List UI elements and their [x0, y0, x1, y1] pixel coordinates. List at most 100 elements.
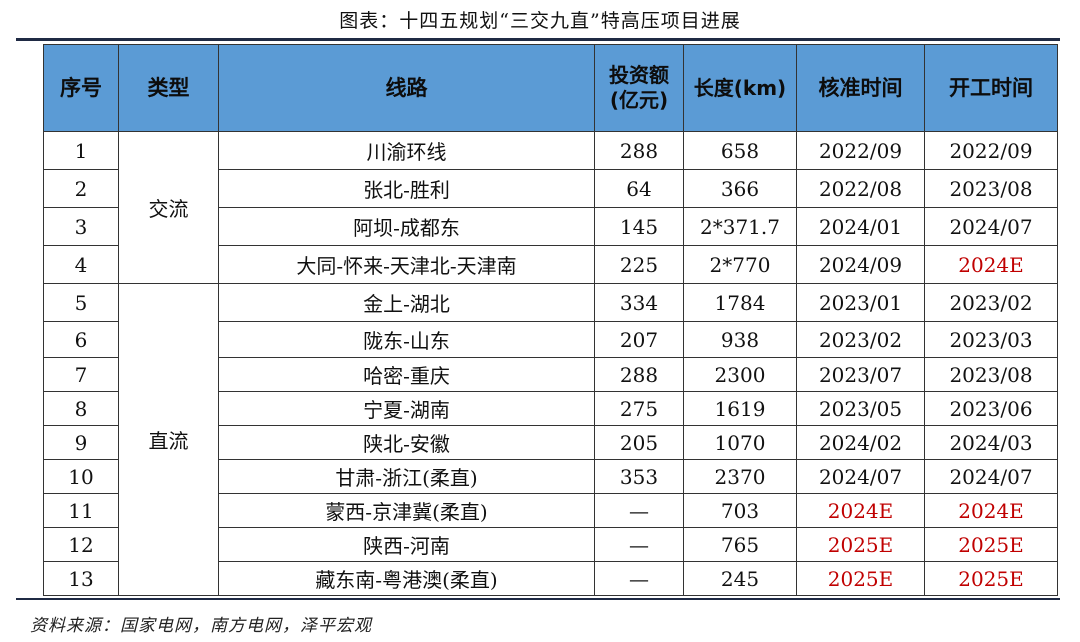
cell-length: 366	[683, 169, 797, 208]
table-body: 1 交流 川渝环线 288 658 2022/09 2022/09 2 张北-胜利 64 366 20…	[43, 131, 1058, 596]
table-row: 10 甘肃-浙江(柔直) 353 2370 2024/07 2024/07	[43, 459, 1058, 494]
cell-length: 2370	[683, 459, 797, 494]
header-index: 序号	[43, 44, 119, 132]
cell-index: 1	[43, 131, 119, 170]
cell-approval: 2024/09	[796, 245, 925, 284]
cell-index: 8	[43, 391, 119, 426]
cell-approval: 2025E	[796, 561, 925, 596]
table-row: 11 蒙西-京津冀(柔直) —703 2024E 2024E	[43, 493, 1058, 528]
source-note: 资料来源：国家电网，南方电网，泽平宏观	[30, 616, 372, 636]
table-row: 4 大同-怀来-天津北-天津南 225 2*770 2024/09 2024E	[43, 245, 1058, 284]
cell-route: 陕北-安徽	[218, 425, 595, 460]
cell-length: 245	[683, 561, 797, 596]
table-header-row: 序号 类型 线路 投资额(亿元) 长度(km) 核准时间 开工时间	[43, 44, 1058, 132]
cell-index: 4	[43, 245, 119, 284]
cell-start: 2024E	[924, 245, 1058, 284]
cell-investment: —	[594, 493, 684, 528]
cell-start: 2024/03	[924, 425, 1058, 460]
cell-route: 甘肃-浙江(柔直)	[218, 459, 595, 494]
cell-start: 2024E	[924, 493, 1058, 528]
cell-route: 大同-怀来-天津北-天津南	[218, 245, 595, 284]
cell-type: 直流	[118, 283, 219, 596]
cell-start: 2023/08	[924, 357, 1058, 392]
cell-index: 5	[43, 283, 119, 322]
cell-investment: 225	[594, 245, 684, 284]
cell-index: 9	[43, 425, 119, 460]
source-rule	[16, 598, 1060, 600]
cell-route: 金上-湖北	[218, 283, 595, 322]
cell-start: 2025E	[924, 561, 1058, 596]
cell-start: 2023/02	[924, 283, 1058, 322]
cell-start: 2025E	[924, 527, 1058, 562]
cell-length: 658	[683, 131, 797, 170]
cell-index: 6	[43, 321, 119, 358]
cell-route: 川渝环线	[218, 131, 595, 170]
title-rule	[16, 38, 1060, 41]
cell-approval: 2023/01	[796, 283, 925, 322]
cell-type: 交流	[118, 131, 219, 284]
cell-start: 2024/07	[924, 207, 1058, 246]
cell-approval: 2024/01	[796, 207, 925, 246]
cell-route: 蒙西-京津冀(柔直)	[218, 493, 595, 528]
cell-approval: 2024/07	[796, 459, 925, 494]
cell-index: 2	[43, 169, 119, 208]
cell-investment: 288	[594, 357, 684, 392]
figure-title: 图表：十四五规划“三交九直”特高压项目进展	[339, 10, 741, 32]
cell-investment: 288	[594, 131, 684, 170]
cell-start: 2023/03	[924, 321, 1058, 358]
cell-approval: 2022/09	[796, 131, 925, 170]
cell-route: 宁夏-湖南	[218, 391, 595, 426]
cell-investment: 275	[594, 391, 684, 426]
cell-approval: 2024E	[796, 493, 925, 528]
cell-start: 2024/07	[924, 459, 1058, 494]
cell-length: 765	[683, 527, 797, 562]
cell-length: 2300	[683, 357, 797, 392]
cell-route: 陕西-河南	[218, 527, 595, 562]
table-row: 5 直流 金上-湖北 334 1784 2023/01 2023/02	[43, 283, 1058, 596]
header-type: 类型	[118, 44, 219, 132]
header-investment: 投资额(亿元)	[594, 44, 684, 132]
cell-investment: 64	[594, 169, 684, 208]
table-row: 1 交流 川渝环线 288 658 2022/09 2022/09	[43, 131, 1058, 284]
cell-approval: 2024/02	[796, 425, 925, 460]
cell-approval: 2022/08	[796, 169, 925, 208]
header-approval: 核准时间	[796, 44, 925, 132]
uhv-projects-table: 序号 类型 线路 投资额(亿元) 长度(km) 核准时间 开工时间 1 交流 川渝环…	[43, 44, 1058, 596]
cell-investment: 334	[594, 283, 684, 322]
cell-start: 2023/08	[924, 169, 1058, 208]
cell-investment: 353	[594, 459, 684, 494]
table-row: 3 阿坝-成都东 145 2*371.7 2024/01 2024/07	[43, 207, 1058, 246]
table-row: 9 陕北-安徽 205 1070 2024/02 2024/03	[43, 425, 1058, 460]
table-row: 6 陇东-山东 207 938 2023/02 2023/03	[43, 321, 1058, 358]
cell-length: 938	[683, 321, 797, 358]
header-length: 长度(km)	[683, 44, 797, 132]
cell-length: 703	[683, 493, 797, 528]
table-row: 13 藏东南-粤港澳(柔直) —245 2025E 2025E	[43, 561, 1058, 596]
cell-length: 2*770	[683, 245, 797, 284]
cell-length: 1619	[683, 391, 797, 426]
cell-start: 2023/06	[924, 391, 1058, 426]
cell-investment: 205	[594, 425, 684, 460]
cell-index: 11	[43, 493, 119, 528]
cell-approval: 2023/05	[796, 391, 925, 426]
table-row: 2 张北-胜利 64 366 2022/08 2023/08	[43, 169, 1058, 208]
cell-route: 阿坝-成都东	[218, 207, 595, 246]
cell-start: 2022/09	[924, 131, 1058, 170]
cell-route: 藏东南-粤港澳(柔直)	[218, 561, 595, 596]
cell-index: 13	[43, 561, 119, 596]
cell-index: 10	[43, 459, 119, 494]
cell-route: 哈密-重庆	[218, 357, 595, 392]
cell-index: 7	[43, 357, 119, 392]
header-start: 开工时间	[924, 44, 1058, 132]
cell-investment: 145	[594, 207, 684, 246]
cell-investment: —	[594, 561, 684, 596]
cell-approval: 2023/07	[796, 357, 925, 392]
cell-investment: —	[594, 527, 684, 562]
cell-route: 张北-胜利	[218, 169, 595, 208]
table-row: 12 陕西-河南 —765 2025E 2025E	[43, 527, 1058, 562]
table-row: 8 宁夏-湖南 275 1619 2023/05 2023/06	[43, 391, 1058, 426]
cell-investment: 207	[594, 321, 684, 358]
header-route: 线路	[218, 44, 595, 132]
cell-route: 陇东-山东	[218, 321, 595, 358]
cell-length: 2*371.7	[683, 207, 797, 246]
